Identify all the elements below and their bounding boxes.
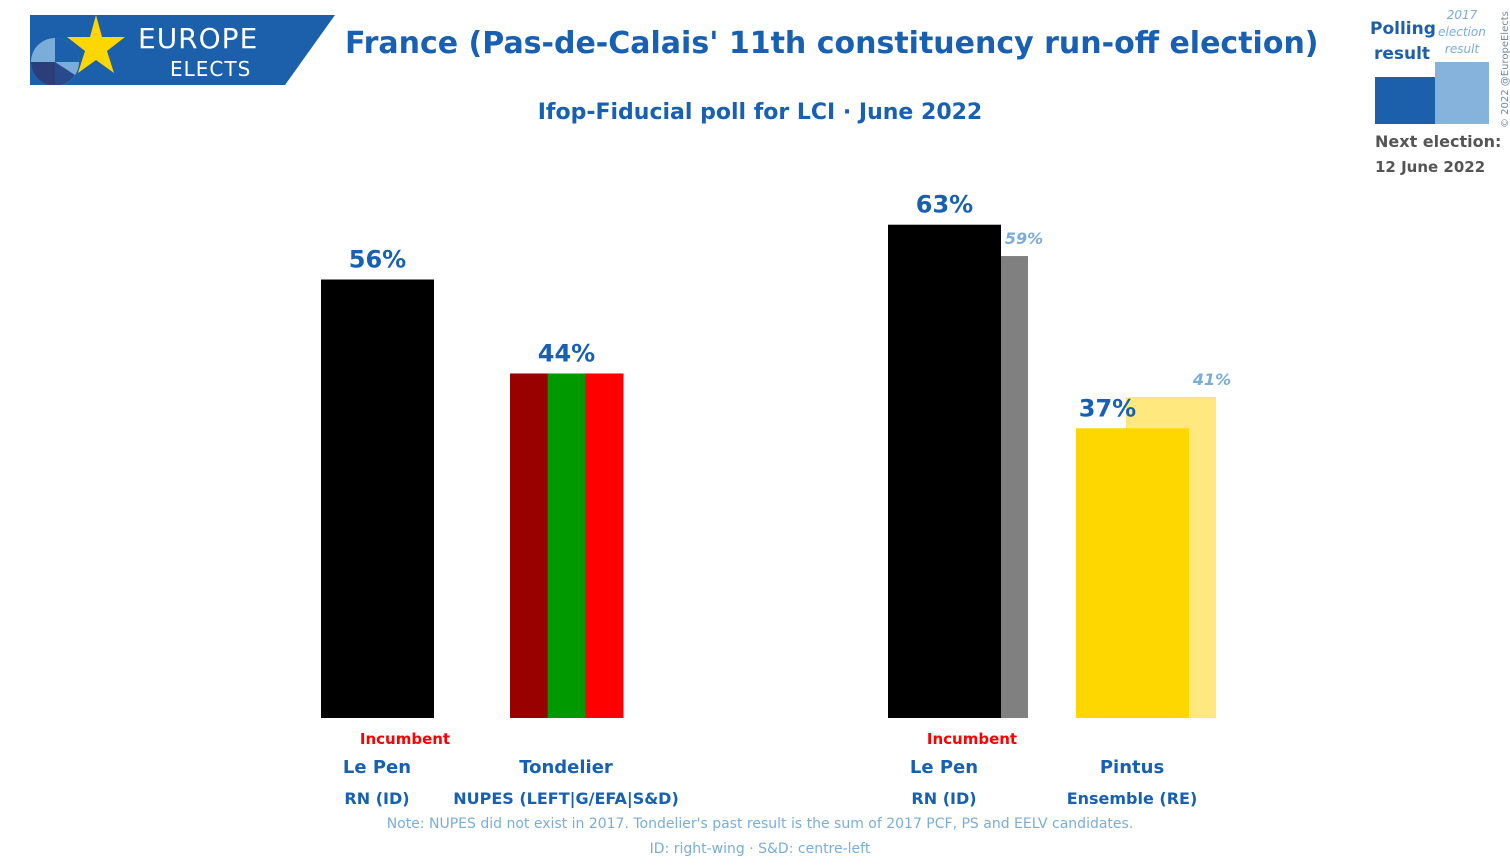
bar-le-pen: [888, 224, 1001, 718]
data-label-le-pen: 63%: [916, 191, 973, 219]
logo-text-elects: ELECTS: [170, 57, 252, 81]
data-label-le-pen: 56%: [349, 246, 406, 274]
data-label-le-pen-2017: 59%: [1005, 229, 1043, 248]
party-label: RN (ID): [911, 789, 976, 808]
party-label: RN (ID): [344, 789, 409, 808]
candidate-name: Le Pen: [910, 757, 978, 778]
next-election-label: Next election:: [1375, 132, 1502, 151]
footnote-groups: ID: right-wing · S&D: centre-left: [649, 841, 871, 857]
bar-chart: 56% Incumbent Le Pen RN (ID) 44% Tondelier NUP…: [321, 191, 1231, 809]
bar-tondelier-stripe: [510, 373, 549, 718]
candidate-name: Le Pen: [343, 757, 411, 778]
data-label-pintus-2017: 41%: [1192, 370, 1231, 389]
bar-tondelier-stripe: [585, 373, 624, 718]
data-label-pintus: 37%: [1079, 394, 1136, 422]
bar-pintus: [1076, 428, 1189, 718]
legend-polling-label: Polling result: [1370, 19, 1436, 64]
incumbent-label: Incumbent: [360, 730, 450, 748]
bar-le-pen: [321, 279, 434, 718]
party-label: Ensemble (RE): [1067, 789, 1198, 808]
chart-subtitle: Ifop-Fiducial poll for LCI · June 2022: [537, 100, 983, 125]
copyright-text: © 2022 @EuropeElects: [1500, 11, 1510, 128]
footnote-nupes: Note: NUPES did not exist in 2017. Tonde…: [386, 816, 1134, 832]
europe-elects-logo: [30, 15, 335, 85]
bar-tondelier-stripe: [547, 373, 586, 718]
candidate-name: Pintus: [1100, 757, 1164, 778]
next-election-date: 12 June 2022: [1375, 158, 1486, 176]
candidate-name: Tondelier: [519, 757, 613, 778]
legend-previous-label: 2017 election result: [1438, 8, 1486, 56]
party-label: NUPES (LEFT|G/EFA|S&D): [453, 789, 679, 809]
incumbent-label: Incumbent: [927, 730, 1017, 748]
legend-polling-swatch: [1375, 77, 1435, 124]
legend-previous-swatch: [1435, 62, 1489, 124]
chart-title: France (Pas-de-Calais' 11th constituency…: [345, 26, 1319, 61]
data-label-tondelier: 44%: [538, 339, 595, 367]
logo-text-europe: EUROPE: [138, 22, 259, 55]
